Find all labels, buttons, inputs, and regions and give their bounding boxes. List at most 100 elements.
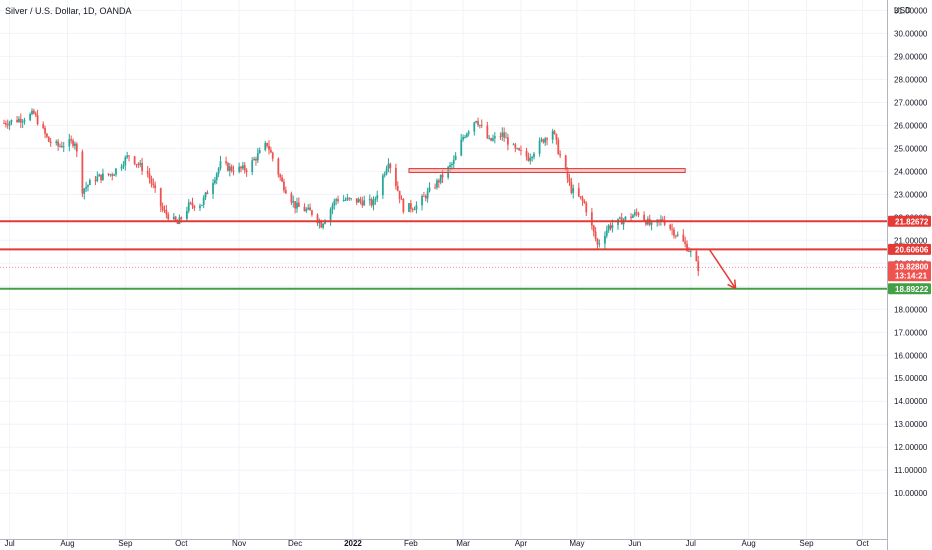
candle-body — [413, 209, 416, 211]
candle-body — [676, 234, 679, 236]
candle-body — [98, 174, 101, 177]
y-tick-label: 28.00000 — [894, 75, 928, 84]
candle-body — [305, 209, 308, 212]
candle-body — [19, 118, 22, 123]
resistance-zone — [408, 168, 686, 173]
candle-body — [74, 143, 76, 146]
candle-body — [585, 202, 588, 213]
candle-body — [180, 217, 183, 219]
price-tag — [888, 261, 931, 282]
candle-body — [564, 155, 567, 170]
candle-body — [4, 123, 7, 125]
y-tick-label: 27.00000 — [894, 98, 928, 107]
candle-body — [62, 146, 65, 148]
candle-body — [688, 251, 690, 252]
candle-body — [408, 203, 410, 212]
candle-body — [322, 223, 325, 228]
projection-arrow-head — [734, 279, 737, 289]
price-tag — [888, 243, 931, 255]
y-tick-label: 30.00000 — [894, 29, 928, 38]
candle-body — [36, 115, 39, 125]
candle-body — [303, 206, 306, 212]
candle-body — [643, 214, 646, 221]
candle-body — [23, 120, 26, 122]
candle-body — [357, 199, 360, 203]
candle-body — [70, 139, 73, 141]
candle-body — [355, 198, 358, 203]
candle-body — [139, 163, 142, 165]
candle-body — [159, 188, 162, 207]
candle-body — [490, 138, 492, 141]
candle-body — [42, 124, 45, 129]
candle-body — [477, 121, 479, 126]
candle-body — [506, 137, 509, 145]
candle-body — [163, 209, 166, 211]
price-tag-label: 21.82672 — [895, 217, 929, 226]
candle-body — [251, 160, 254, 173]
candle-body — [605, 230, 608, 236]
candle-body — [232, 170, 235, 172]
candle-body — [307, 207, 310, 210]
candle-body — [271, 152, 274, 159]
x-tick-label: Aug — [742, 539, 756, 548]
candle-body — [57, 141, 60, 147]
x-tick-label: Aug — [60, 539, 74, 548]
candle-body — [245, 170, 248, 173]
candle-body — [400, 198, 403, 200]
candle-body — [55, 141, 58, 144]
price-tag-label: 20.60606 — [895, 245, 929, 254]
candle-body — [661, 219, 664, 221]
candle-body — [172, 216, 175, 220]
candle-body — [368, 199, 371, 201]
candle-body — [697, 261, 700, 272]
candle-body — [200, 204, 203, 206]
candle-body — [212, 183, 214, 195]
candle-body — [637, 213, 640, 215]
y-tick-label: 23.00000 — [894, 190, 928, 199]
candle-body — [583, 200, 586, 203]
candle-body — [611, 225, 614, 229]
candle-body — [258, 150, 261, 154]
candle-body — [566, 169, 569, 179]
candle-body — [415, 205, 418, 210]
candle-body — [449, 165, 451, 167]
candle-body — [268, 145, 270, 150]
candle-body — [176, 221, 179, 224]
candle-body — [94, 179, 97, 182]
candle-body — [452, 160, 455, 164]
candle-body — [100, 174, 102, 181]
candle-body — [329, 209, 332, 222]
candle-body — [551, 131, 554, 140]
candle-body — [411, 209, 414, 210]
candle-body — [462, 137, 464, 140]
candle-body — [292, 201, 295, 203]
candle-body — [572, 188, 575, 193]
candle-body — [544, 138, 547, 143]
candle-body — [150, 178, 153, 184]
candle-body — [88, 179, 91, 186]
price-tag-label: 19.82800 — [895, 263, 929, 272]
candle-body — [533, 153, 535, 157]
candle-body — [396, 186, 399, 191]
candle-body — [363, 200, 366, 206]
candle-body — [590, 212, 593, 226]
candle-body — [385, 168, 388, 175]
candle-body — [68, 139, 71, 147]
candle-body — [225, 161, 227, 164]
candle-body — [309, 207, 311, 211]
candle-body — [85, 186, 88, 189]
candle-body — [137, 164, 140, 165]
candle-body — [441, 174, 444, 178]
candle-body — [279, 174, 282, 178]
candle-body — [436, 180, 438, 188]
currency-label: USD — [894, 6, 911, 15]
candle-body — [499, 136, 502, 137]
candle-body — [189, 202, 192, 204]
candle-body — [165, 210, 168, 215]
candle-body — [102, 173, 104, 181]
candle-body — [669, 224, 672, 229]
candle-body — [124, 157, 127, 166]
candle-body — [568, 178, 571, 183]
candle-body — [520, 150, 522, 151]
